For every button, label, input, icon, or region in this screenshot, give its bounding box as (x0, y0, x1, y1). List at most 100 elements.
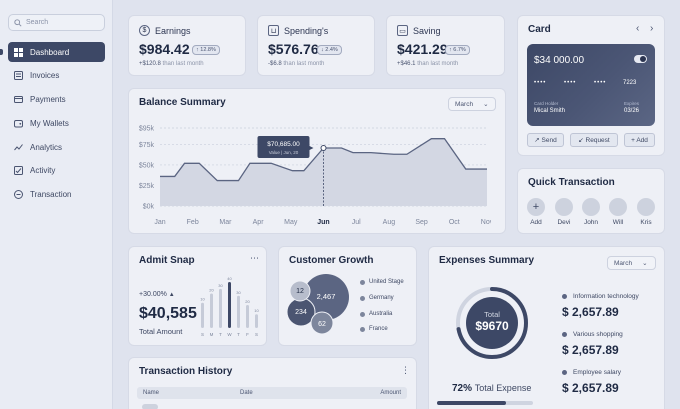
search-input[interactable]: Search (8, 14, 105, 31)
send-button[interactable]: ↗ Send (527, 133, 564, 147)
arrow-up-icon: ▲ (168, 292, 175, 298)
sidebar-item-activity[interactable]: Activity (8, 161, 105, 181)
bubble (289, 280, 311, 302)
admit-bar (228, 282, 231, 328)
quick-person[interactable]: John (581, 198, 601, 226)
card-number-masked: •••• (594, 80, 607, 86)
sidebar-item-label: Transaction (30, 190, 72, 200)
y-tick-label: $95k (139, 126, 155, 133)
y-tick-label: $25k (139, 183, 155, 190)
search-icon (14, 18, 22, 27)
admit-snap-card: Admit Snap ⋯ +30.00% ▲ $40,585 Total Amo… (128, 246, 267, 346)
card-number-masked: •••• (564, 80, 577, 86)
sidebar-item-transaction[interactable]: Transaction (8, 185, 105, 205)
x-tick-label: Feb (187, 219, 199, 226)
saving-delta: +$46.1 than last month (397, 61, 459, 67)
sidebar: Search Dashboard Invoices Payments My Wa… (0, 0, 113, 409)
table-row[interactable] (142, 404, 158, 409)
quick-person[interactable]: Devi (554, 198, 574, 226)
admit-bar (201, 302, 204, 328)
expenses-title: Expenses Summary (439, 255, 535, 266)
line-area (160, 138, 487, 206)
highlight-point (320, 144, 327, 151)
bar-label: F (246, 332, 249, 337)
admit-bar (246, 305, 249, 328)
earnings-value: $984.42 (139, 41, 190, 57)
card-title: Card (528, 24, 551, 35)
admit-bar (210, 293, 213, 328)
sidebar-item-invoices[interactable]: Invoices (8, 66, 105, 86)
sidebar-item-wallets[interactable]: My Wallets (8, 113, 105, 133)
balance-chart: $0k $25k $50k $75k $95k Jan Feb Mar Apr May Jun Jul… (139, 126, 491, 227)
grid-icon (14, 47, 23, 57)
quick-person[interactable]: Will (608, 198, 628, 226)
spending-badge: ↓ 2.4% (317, 45, 342, 55)
growth-bubbles: 12 2,467 234 62 (286, 274, 349, 335)
plus-icon: + (527, 198, 545, 216)
spending-delta: -$6.8 than last month (268, 61, 325, 67)
quick-title: Quick Transaction (528, 177, 615, 188)
bar-label: W (227, 332, 232, 337)
bubble-label: 2,467 (317, 292, 336, 301)
chevron-right-icon[interactable]: › (650, 23, 654, 34)
bar-number: 20 (209, 288, 214, 293)
sidebar-item-label: Activity (30, 166, 56, 176)
earnings-card: $ Earnings $984.42 ↑ 12.8% +$120.8 than l… (128, 15, 246, 76)
x-tick-label: Jun (317, 219, 329, 226)
expense-item: Various shopping $ 2,657.89 (562, 331, 623, 357)
analytics-icon (14, 143, 23, 152)
bar-number: 10 (254, 308, 259, 313)
donut-center (466, 297, 518, 349)
column-header: Date (240, 390, 253, 396)
more-vertical-icon[interactable]: ⋮ (401, 365, 410, 375)
sidebar-item-payments[interactable]: Payments (8, 90, 105, 110)
admit-growth: +30.00% ▲ (139, 291, 175, 298)
column-header: Amount (380, 390, 401, 396)
spending-card: ⊔ Spending's $576.76 ↓ 2.4% -$6.8 than la… (257, 15, 375, 76)
balance-title: Balance Summary (139, 97, 226, 108)
expense-percent: 72% Total Expense (452, 383, 532, 394)
x-tick-label: Sep (415, 219, 428, 226)
sidebar-item-label: Dashboard (30, 47, 70, 57)
sidebar-item-analytics[interactable]: Analytics (8, 137, 105, 157)
card-expiry-label: Expires (624, 101, 640, 106)
admit-bar (237, 295, 240, 328)
request-button[interactable]: ↙ Request (570, 133, 618, 147)
avatar (637, 198, 655, 216)
more-icon[interactable]: ⋯ (250, 253, 259, 263)
quick-add[interactable]: + Add (526, 198, 546, 226)
active-marker (0, 49, 3, 55)
x-tick-label: Aug (383, 219, 396, 226)
bubble-label: 12 (296, 288, 304, 295)
expenses-period-select[interactable]: March ⌄ (607, 256, 656, 270)
earnings-title: $ Earnings (139, 25, 191, 36)
chart-tooltip (257, 135, 310, 158)
bar-number: 30 (218, 283, 223, 288)
x-tick-label: Oct (449, 219, 460, 226)
add-button[interactable]: + Add (624, 133, 655, 147)
balance-period-select[interactable]: March ⌄ (448, 97, 496, 111)
card-toggle[interactable] (634, 55, 647, 63)
y-tick-label: $0k (143, 204, 155, 211)
sidebar-item-dashboard[interactable]: Dashboard (8, 42, 105, 62)
card-holder-label: Card Holder (534, 101, 559, 106)
bar-number: 10 (200, 297, 205, 302)
expense-progress-fill (437, 401, 507, 405)
x-tick-label: Jan (154, 219, 165, 226)
admit-bar (255, 314, 258, 328)
transaction-history-card: Transaction History ⋮ (128, 357, 417, 409)
x-tick-label: May (284, 219, 298, 226)
saving-badge: ↑ 6.7% (445, 45, 470, 55)
spending-value: $576.76 (268, 41, 319, 57)
chevron-left-icon[interactable]: ‹ (636, 23, 640, 34)
bank-card[interactable]: $34 000.00 •••• •••• •••• 7223 Card Hold… (527, 44, 655, 126)
bar-label: S (255, 332, 258, 337)
avatar (555, 198, 573, 216)
bubble (310, 311, 334, 335)
piggy-icon: ▭ (397, 25, 408, 36)
x-tick-label: Jul (352, 219, 361, 226)
saving-value: $421.29 (397, 41, 448, 57)
saving-title: ▭ Saving (397, 25, 441, 36)
bar-label: T (237, 332, 240, 337)
quick-person[interactable]: Kris (636, 198, 656, 226)
